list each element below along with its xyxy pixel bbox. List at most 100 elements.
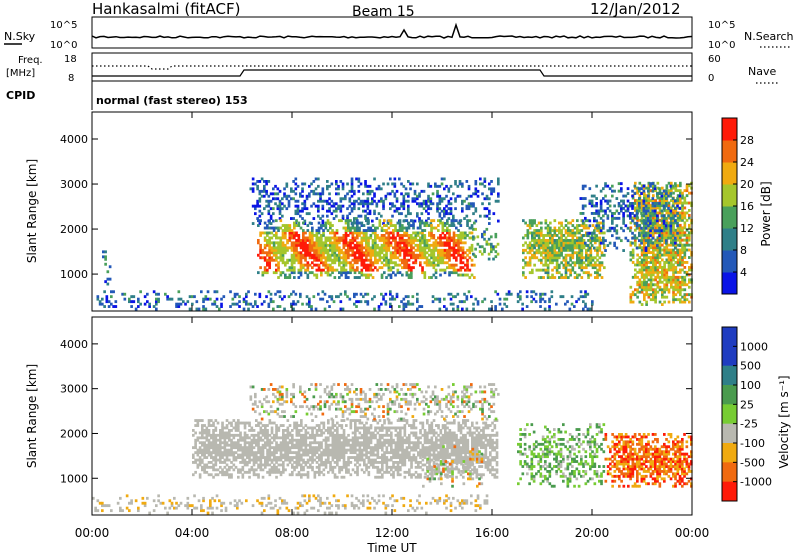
power-cell <box>596 276 599 279</box>
power-cell <box>380 239 384 242</box>
power-cell <box>617 236 621 240</box>
power-cell <box>656 273 660 277</box>
power-cell <box>674 285 678 289</box>
power-cell <box>679 201 682 205</box>
power-cell <box>385 276 388 279</box>
power-cell <box>441 229 445 232</box>
power-cell <box>405 261 409 265</box>
power-cell <box>344 258 348 262</box>
power-cell <box>308 246 312 250</box>
power-cell <box>667 268 671 272</box>
power-cell <box>213 290 217 294</box>
power-cell <box>670 248 673 252</box>
power-cell <box>661 243 664 247</box>
power-cell <box>546 263 550 267</box>
power-cell <box>688 216 691 220</box>
power-cell <box>586 234 589 238</box>
power-cell <box>549 253 552 257</box>
power-cell <box>378 224 382 227</box>
power-colorbar-swatch <box>722 162 737 185</box>
velocity-cell <box>301 494 304 498</box>
power-cell <box>647 270 651 274</box>
power-cell <box>229 290 232 294</box>
power-cell <box>297 261 301 265</box>
power-cell <box>665 253 669 257</box>
velocity-cell <box>257 433 260 437</box>
velocity-cell <box>252 468 256 472</box>
velocity-cell <box>337 499 340 503</box>
power-cell <box>578 231 581 235</box>
power-cell <box>647 186 651 190</box>
power-cell <box>215 290 219 294</box>
power-cell <box>676 251 680 254</box>
power-cell <box>658 270 662 274</box>
power-cell <box>323 199 327 203</box>
velocity-cell <box>243 441 247 445</box>
power-cell <box>389 290 392 294</box>
power-cell <box>672 288 675 292</box>
power-cell <box>660 239 664 243</box>
power-cell <box>658 236 662 240</box>
power-cell <box>302 239 305 242</box>
power-cell <box>452 268 456 272</box>
power-cell <box>121 292 124 296</box>
velocity-cell <box>225 456 229 459</box>
power-cell <box>626 214 630 218</box>
power-cell <box>410 248 413 252</box>
power-cell <box>643 248 646 252</box>
power-cell <box>448 253 451 257</box>
power-cell <box>429 199 433 203</box>
velocity-cell <box>234 458 238 462</box>
power-cell <box>546 226 550 230</box>
power-cell <box>602 214 605 218</box>
power-cell <box>496 242 500 246</box>
power-cell <box>454 207 457 211</box>
power-cell <box>649 280 653 284</box>
velocity-cell <box>201 451 204 455</box>
nave-tick-bottom: 0 <box>708 73 714 84</box>
power-cell <box>653 184 657 188</box>
power-cell <box>652 268 655 272</box>
velocity-cell <box>260 504 264 508</box>
power-cell <box>425 246 429 250</box>
velocity-cell <box>250 433 254 437</box>
power-cell <box>418 194 421 198</box>
velocity-cell <box>255 458 258 462</box>
power-cell <box>293 256 296 260</box>
velocity-cell <box>257 421 260 425</box>
power-cell <box>362 202 365 206</box>
power-cell <box>593 219 596 223</box>
power-cell <box>542 236 545 240</box>
power-cell <box>533 246 536 250</box>
power-cell <box>551 248 554 252</box>
power-cell <box>670 186 673 190</box>
power-cell <box>371 199 374 203</box>
power-cell <box>396 243 400 247</box>
velocity-cell <box>205 429 209 432</box>
power-cell <box>546 224 550 227</box>
velocity-cell <box>257 446 260 450</box>
power-cell <box>402 302 406 306</box>
power-cell <box>683 275 687 279</box>
power-cell <box>531 243 534 247</box>
power-cell <box>467 184 471 188</box>
power-cell <box>661 201 664 205</box>
power-cell <box>382 222 385 225</box>
power-cell <box>674 261 678 264</box>
power-cell <box>393 297 397 301</box>
power-cell <box>679 288 682 292</box>
power-cell <box>329 256 332 260</box>
power-cell <box>544 241 548 245</box>
power-cell <box>596 246 599 250</box>
power-cell <box>315 239 319 242</box>
power-cell <box>647 209 650 213</box>
power-cell <box>369 251 373 255</box>
power-cell <box>638 263 642 267</box>
power-cell <box>284 251 287 255</box>
power-cell <box>317 204 320 208</box>
power-cell <box>656 280 660 284</box>
power-cell <box>679 199 682 202</box>
power-cell <box>474 180 478 183</box>
power-cell <box>474 187 478 191</box>
power-cell <box>561 295 565 299</box>
